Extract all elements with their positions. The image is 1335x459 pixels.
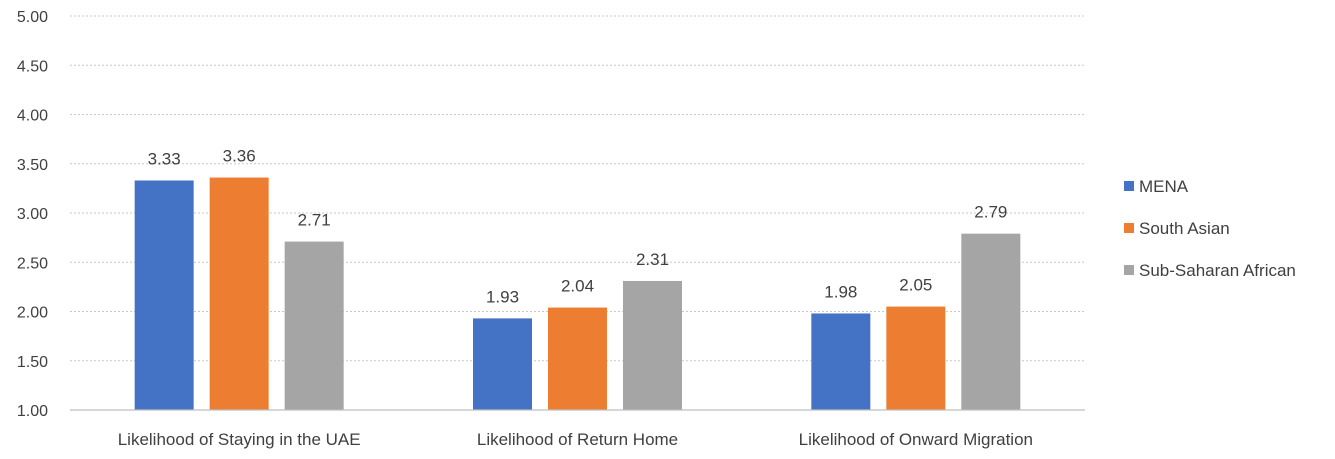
bar-south-asian bbox=[548, 307, 607, 410]
bar-sub-saharan-african bbox=[284, 241, 344, 410]
data-label: 1.98 bbox=[824, 282, 857, 301]
x-category-label: Likelihood of Staying in the UAE bbox=[118, 430, 361, 449]
y-tick-label: 4.50 bbox=[17, 58, 48, 75]
x-category-label: Likelihood of Return Home bbox=[477, 430, 678, 449]
y-tick-label: 1.50 bbox=[17, 354, 48, 371]
data-label: 1.93 bbox=[486, 287, 519, 306]
bar-mena bbox=[134, 180, 194, 410]
legend-swatch bbox=[1124, 181, 1134, 191]
bar-south-asian bbox=[886, 306, 946, 410]
data-label: 2.79 bbox=[974, 203, 1007, 222]
legend-label: South Asian bbox=[1139, 219, 1230, 238]
x-axis-categories: Likelihood of Staying in the UAE Likeliho… bbox=[118, 430, 1033, 449]
data-label: 2.05 bbox=[899, 276, 932, 295]
y-tick-label: 2.00 bbox=[17, 305, 48, 322]
x-category-label: Likelihood of Onward Migration bbox=[799, 430, 1033, 449]
bar-mena bbox=[473, 318, 532, 410]
y-tick-label: 2.50 bbox=[17, 255, 48, 272]
y-axis-ticks: 1.00 1.50 2.00 2.50 3.00 3.50 4.00 4.50 5.00 bbox=[17, 9, 48, 420]
bar-south-asian bbox=[209, 177, 269, 410]
bar-sub-saharan-african bbox=[961, 233, 1021, 410]
legend-swatch bbox=[1124, 265, 1134, 275]
legend-swatch bbox=[1124, 223, 1134, 233]
y-tick-label: 3.50 bbox=[17, 157, 48, 174]
data-labels: 3.33 3.36 2.71 1.93 2.04 2.31 1.98 2.05 2.79 bbox=[148, 147, 1008, 307]
legend-label: MENA bbox=[1139, 177, 1189, 196]
legend: MENA South Asian Sub-Saharan African bbox=[1124, 177, 1296, 280]
bar-mena bbox=[811, 313, 871, 410]
y-tick-label: 3.00 bbox=[17, 206, 48, 223]
data-label: 2.71 bbox=[298, 211, 331, 230]
y-tick-label: 4.00 bbox=[17, 108, 48, 125]
data-label: 2.31 bbox=[636, 250, 669, 269]
data-label: 2.04 bbox=[561, 277, 594, 296]
y-tick-label: 5.00 bbox=[17, 9, 48, 26]
y-tick-label: 1.00 bbox=[17, 403, 48, 420]
bars bbox=[134, 177, 1021, 410]
data-label: 3.33 bbox=[148, 149, 181, 168]
data-label: 3.36 bbox=[223, 147, 256, 166]
legend-label: Sub-Saharan African bbox=[1139, 261, 1296, 280]
bar-sub-saharan-african bbox=[623, 280, 682, 410]
